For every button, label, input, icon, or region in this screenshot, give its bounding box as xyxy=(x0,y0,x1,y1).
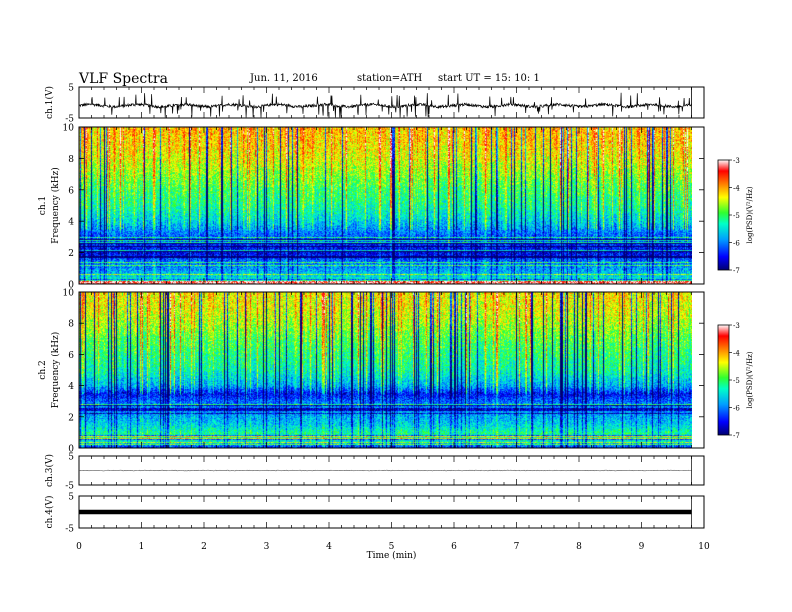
plot-panels xyxy=(78,86,732,529)
start-time-label: start UT = 15: 10: 1 xyxy=(438,73,540,84)
x-tick-label: 2 xyxy=(201,542,207,552)
ch4-waveform-ytick-label: -5 xyxy=(65,525,74,535)
ch2-spectrogram-colorbar-tick-label: -4 xyxy=(733,350,740,358)
ch2-spectrogram-colorbar-tick-label: -7 xyxy=(733,432,740,440)
x-axis-label: Time (min) xyxy=(367,550,417,561)
ch2-spectrogram-colorbar xyxy=(717,324,730,436)
ch2-spectrogram-colorbar-tick-label: -6 xyxy=(733,405,740,413)
x-tick-label: 1 xyxy=(139,542,145,552)
ch3-waveform-trace xyxy=(78,469,692,472)
ch1-waveform-trace xyxy=(79,92,692,118)
ch2-spectrogram-ytick-label: 0 xyxy=(68,445,74,455)
ch1-spectrogram-ylabel: Frequency (kHz) xyxy=(50,167,61,244)
ch1-spectrogram-colorbar-tick-label: -5 xyxy=(733,212,740,220)
ch1-spectrogram-colorbar-label: log(PSD)(V²/Hz) xyxy=(746,186,754,243)
ch1-spectrogram-colorbar xyxy=(717,159,730,271)
x-tick-label: 0 xyxy=(76,542,82,552)
ch1-spectrogram-ytick-label: 8 xyxy=(68,155,74,165)
ch2-spectrogram-colorbar-tick-label: -5 xyxy=(733,377,740,385)
ch1-spectrogram-ytick-label: 10 xyxy=(63,124,75,134)
ch1-waveform-ylabel: ch.1(V) xyxy=(44,86,55,119)
ch2-spectrogram-colorbar-tick-label: -3 xyxy=(733,322,740,330)
ch3-waveform-ylabel: ch.3(V) xyxy=(44,454,55,487)
ch2-spectrogram-colorbar-label: log(PSD)(V²/Hz) xyxy=(746,351,754,408)
x-tick-label: 8 xyxy=(576,542,582,552)
x-tick-label: 9 xyxy=(639,542,645,552)
spectrogram-images xyxy=(79,127,692,448)
x-tick-label: 3 xyxy=(264,542,270,552)
ch1-spectrogram-colorbar-tick-label: -7 xyxy=(733,267,740,275)
station-label: station=ATH xyxy=(357,73,423,84)
x-tick-label: 4 xyxy=(326,542,332,552)
ch2-spectrogram-channel-label: ch.2 xyxy=(38,360,48,379)
x-tick-label: 10 xyxy=(698,542,710,552)
ch1-spectrogram-colorbar-tick-label: -4 xyxy=(733,185,740,193)
ch1-spectrogram-ytick-label: 6 xyxy=(68,186,74,196)
ch3-waveform-ytick-label: -5 xyxy=(65,482,74,492)
ch2-spectrogram-ytick-label: 2 xyxy=(68,413,74,423)
ch2-spectrogram-image xyxy=(79,292,692,448)
ch2-spectrogram-ytick-label: 4 xyxy=(68,382,74,392)
ch1-spectrogram-image xyxy=(79,127,692,284)
ch1-waveform-ytick-label: -5 xyxy=(65,115,74,125)
ch1-spectrogram-ytick-label: 0 xyxy=(68,281,74,291)
ch4-waveform-ylabel: ch.4(V) xyxy=(44,496,55,529)
ch1-spectrogram-colorbar-tick-label: -6 xyxy=(733,240,740,248)
ch2-spectrogram-ylabel: Frequency (kHz) xyxy=(50,332,61,409)
x-tick-label: 5 xyxy=(389,542,395,552)
ch1-spectrogram-ytick-label: 2 xyxy=(68,249,74,259)
x-tick-label: 6 xyxy=(451,542,457,552)
ch1-spectrogram-channel-label: ch.1 xyxy=(38,196,48,215)
chart-title: VLF Spectra xyxy=(79,71,168,87)
ch1-spectrogram-ytick-label: 4 xyxy=(68,218,74,228)
ch2-spectrogram-ytick-label: 6 xyxy=(68,351,74,361)
ch2-spectrogram-ytick-label: 8 xyxy=(68,320,74,330)
ch4-waveform-ytick-label: 5 xyxy=(68,493,74,503)
ch1-spectrogram-colorbar-tick-label: -3 xyxy=(733,157,740,165)
ch2-spectrogram-ytick-label: 10 xyxy=(63,289,75,299)
x-tick-label: 7 xyxy=(514,542,520,552)
ch3-waveform-ytick-label: 5 xyxy=(68,453,74,463)
date-label: Jun. 11, 2016 xyxy=(250,73,318,84)
ch1-waveform-ytick-label: 5 xyxy=(68,84,74,94)
